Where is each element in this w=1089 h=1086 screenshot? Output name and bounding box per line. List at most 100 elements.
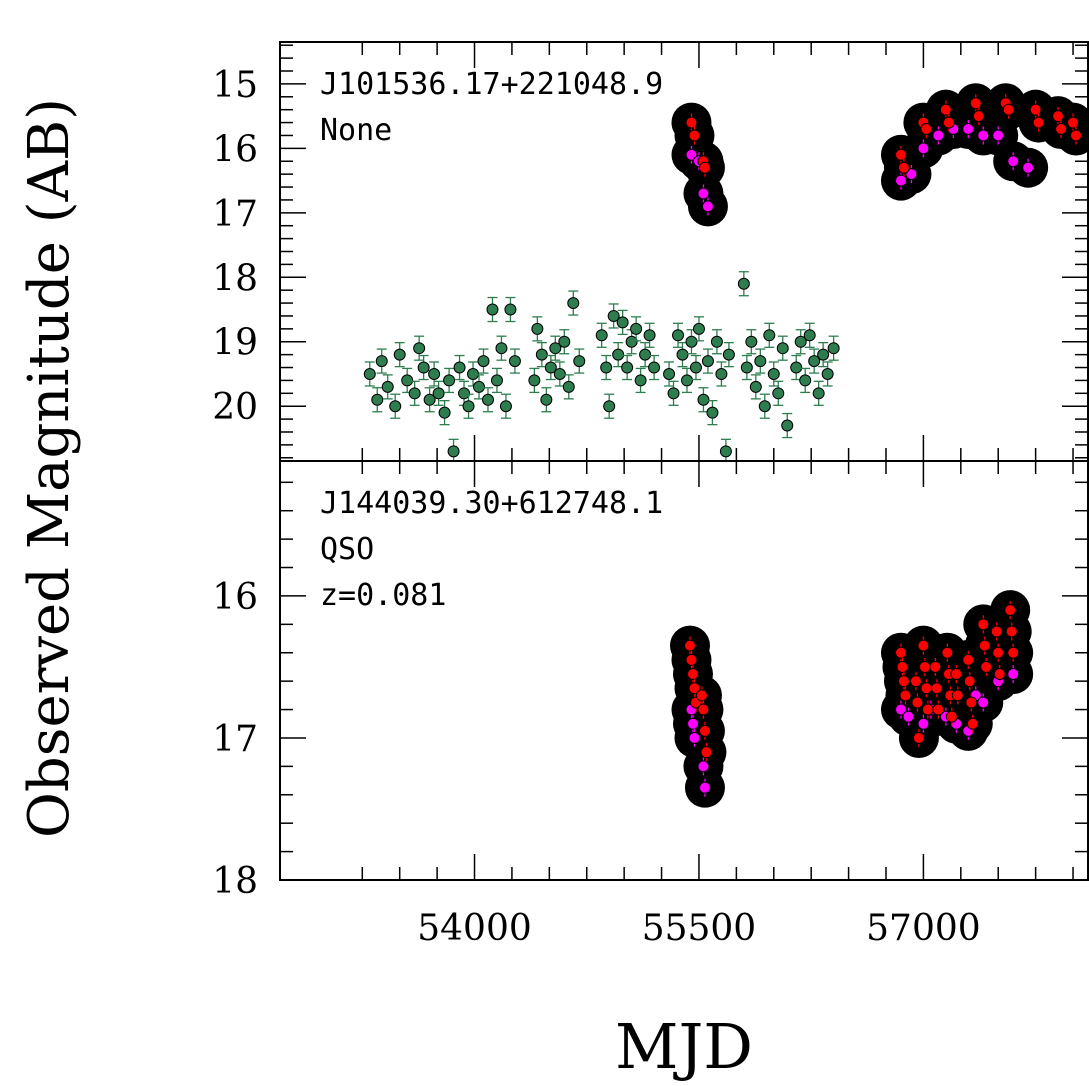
magenta-point — [697, 760, 710, 773]
magenta-point — [917, 142, 930, 155]
magenta-point — [977, 696, 990, 709]
green-point — [715, 367, 728, 380]
y-tick-label: 18 — [212, 861, 258, 902]
red-point — [700, 746, 713, 759]
red-point — [1005, 625, 1018, 638]
green-point — [432, 387, 445, 400]
green-point — [389, 400, 402, 413]
x-tick-label: 55500 — [642, 908, 757, 949]
green-point — [794, 335, 807, 348]
red-point — [965, 696, 978, 709]
green-point — [443, 374, 456, 387]
green-point — [535, 348, 548, 361]
green-point — [408, 387, 421, 400]
green-point — [504, 303, 517, 316]
plot-area — [363, 83, 1088, 461]
red-point — [912, 731, 925, 744]
red-point — [1002, 103, 1015, 116]
green-point — [701, 355, 714, 368]
green-point — [672, 329, 685, 342]
y-tick-label: 18 — [212, 258, 258, 299]
x-axis-title: MJD — [615, 1010, 753, 1083]
green-point — [817, 348, 830, 361]
green-point — [413, 342, 426, 355]
green-point — [821, 367, 834, 380]
magenta-point — [1007, 668, 1020, 681]
red-point — [1007, 646, 1020, 659]
red-point — [1067, 116, 1080, 129]
green-point — [663, 367, 676, 380]
green-point — [462, 400, 475, 413]
red-point — [992, 646, 1005, 659]
red-point — [911, 696, 924, 709]
green-point — [630, 322, 643, 335]
green-point — [603, 400, 616, 413]
magenta-point — [1007, 155, 1020, 168]
red-point — [951, 689, 964, 702]
panel-annotation: J101536.17+221048.9 — [320, 67, 663, 102]
green-point — [639, 348, 652, 361]
magenta-point — [685, 148, 698, 161]
green-point — [689, 361, 702, 374]
panel-annotation: QSO — [320, 532, 374, 567]
green-point — [812, 387, 825, 400]
green-point — [363, 367, 376, 380]
red-point — [1052, 110, 1065, 123]
green-point — [680, 374, 693, 387]
red-point — [688, 682, 701, 695]
y-tick-label: 16 — [212, 129, 258, 170]
panel-bottom: 16 17 18 J144039.30+612748.1 QSO z=0.081 54000… — [212, 460, 1089, 949]
red-point — [688, 129, 701, 142]
red-point — [921, 703, 934, 716]
red-point — [698, 724, 711, 737]
red-point — [686, 668, 699, 681]
green-point — [490, 374, 503, 387]
green-point — [393, 348, 406, 361]
red-point — [897, 161, 910, 174]
green-point — [573, 355, 586, 368]
green-point — [428, 367, 441, 380]
green-point — [790, 361, 803, 374]
green-point — [600, 361, 613, 374]
red-point — [1004, 604, 1017, 617]
green-point — [477, 355, 490, 368]
red-point — [698, 161, 711, 174]
green-point — [375, 355, 388, 368]
green-point — [486, 303, 499, 316]
green-point — [697, 393, 710, 406]
green-point — [528, 374, 541, 387]
green-point — [562, 380, 575, 393]
green-point — [540, 393, 553, 406]
red-point — [894, 148, 907, 161]
red-point — [945, 710, 958, 723]
green-point — [803, 329, 816, 342]
magenta-point — [962, 123, 975, 136]
green-point — [808, 355, 821, 368]
green-point — [567, 297, 580, 310]
red-point — [909, 675, 922, 688]
panel-annotation: None — [320, 113, 392, 148]
red-point — [899, 689, 912, 702]
green-point — [549, 342, 562, 355]
green-point — [625, 335, 638, 348]
green-point — [544, 361, 557, 374]
magenta-point — [688, 731, 701, 744]
green-point — [722, 348, 735, 361]
y-tick-label: 15 — [212, 65, 258, 106]
red-point — [939, 103, 952, 116]
magenta-point — [932, 129, 945, 142]
green-point — [458, 387, 471, 400]
green-point — [692, 322, 705, 335]
red-point — [685, 653, 698, 666]
panel-annotation: z=0.081 — [320, 578, 446, 613]
red-point — [950, 668, 963, 681]
green-point — [706, 406, 719, 419]
green-point — [595, 329, 608, 342]
red-point — [1070, 129, 1083, 142]
green-point — [371, 393, 384, 406]
green-point — [423, 393, 436, 406]
red-point — [929, 660, 942, 673]
green-point — [648, 361, 661, 374]
red-point — [920, 682, 933, 695]
green-point — [473, 380, 486, 393]
